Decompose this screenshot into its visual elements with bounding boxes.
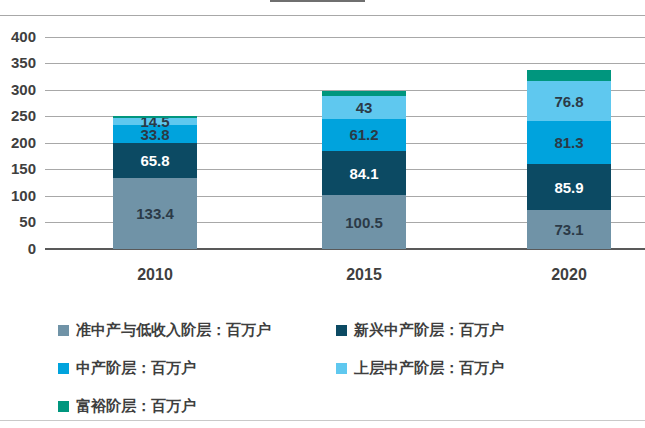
chart-legend: 准中产与低收入阶层：百万户 新兴中产阶层：百万户中产阶层：百万户 上层中产阶层：百万… (58, 311, 636, 425)
bar-segment: 14.5 (113, 118, 197, 126)
bar-segment: 76.8 (527, 81, 611, 122)
legend-label: 新兴中产阶层：百万户 (354, 321, 504, 340)
bar-segment: 43 (322, 96, 406, 119)
y-axis-tick-label: 250 (0, 108, 36, 124)
bar-segment-value-label: 84.1 (322, 166, 406, 181)
y-axis-tick-label: 350 (0, 55, 36, 71)
bar-segment: 100.5 (322, 195, 406, 248)
bottom-separator-line (0, 420, 645, 421)
bar-segment: 81.3 (527, 121, 611, 164)
bar-segment: 61.2 (322, 119, 406, 151)
y-axis-tick-label: 0 (0, 241, 36, 257)
y-axis-tick-label: 300 (0, 82, 36, 98)
legend-swatch-icon (336, 363, 347, 374)
legend-item: 准中产与低收入阶层：百万户 (58, 311, 336, 349)
bar-segment-value-label: 81.3 (527, 135, 611, 150)
chart-area-top-border (0, 15, 645, 16)
y-axis-tick-label: 400 (0, 29, 36, 45)
y-axis-tick-label: 50 (0, 214, 36, 230)
legend-label: 中产阶层：百万户 (76, 359, 196, 378)
legend-label: 准中产与低收入阶层：百万户 (76, 321, 271, 340)
x-axis-category-label: 2015 (322, 266, 406, 284)
gridline (45, 63, 645, 64)
legend-swatch-icon (58, 401, 69, 412)
bar-segment (527, 70, 611, 81)
legend-swatch-icon (58, 325, 69, 336)
legend-swatch-icon (336, 325, 347, 336)
legend-label: 富裕阶层：百万户 (76, 397, 196, 416)
bar-segment: 65.8 (113, 143, 197, 178)
y-axis-tick-label: 150 (0, 161, 36, 177)
legend-item: 新兴中产阶层：百万户 (336, 311, 636, 349)
bar-segment-value-label: 100.5 (322, 215, 406, 230)
bar-segment-value-label: 61.2 (322, 127, 406, 142)
bar-segment-value-label: 85.9 (527, 180, 611, 195)
legend-label: 上层中产阶层：百万户 (354, 359, 504, 378)
bar-segment (322, 91, 406, 96)
gridline (45, 37, 645, 38)
x-axis-category-label: 2020 (527, 266, 611, 284)
bar-segment: 73.1 (527, 210, 611, 249)
cropped-title-remnant (270, 0, 365, 2)
bar-segment-value-label: 133.4 (113, 206, 197, 221)
legend-item: 上层中产阶层：百万户 (336, 349, 636, 387)
bar-segment: 133.4 (113, 178, 197, 249)
bar-segment: 85.9 (527, 164, 611, 209)
bar-segment-value-label: 76.8 (527, 94, 611, 109)
legend-swatch-icon (58, 363, 69, 374)
bar-segment-value-label: 43 (322, 100, 406, 115)
x-axis-category-label: 2010 (113, 266, 197, 284)
y-axis-tick-label: 100 (0, 188, 36, 204)
bar-segment-value-label: 73.1 (527, 222, 611, 237)
legend-item: 中产阶层：百万户 (58, 349, 336, 387)
chart-screenshot: 050100150200250300350400133.465.833.814.… (0, 0, 645, 428)
bar-segment (113, 116, 197, 118)
y-axis-tick-label: 200 (0, 135, 36, 151)
bar-segment: 84.1 (322, 151, 406, 195)
bar-segment-value-label: 65.8 (113, 153, 197, 168)
